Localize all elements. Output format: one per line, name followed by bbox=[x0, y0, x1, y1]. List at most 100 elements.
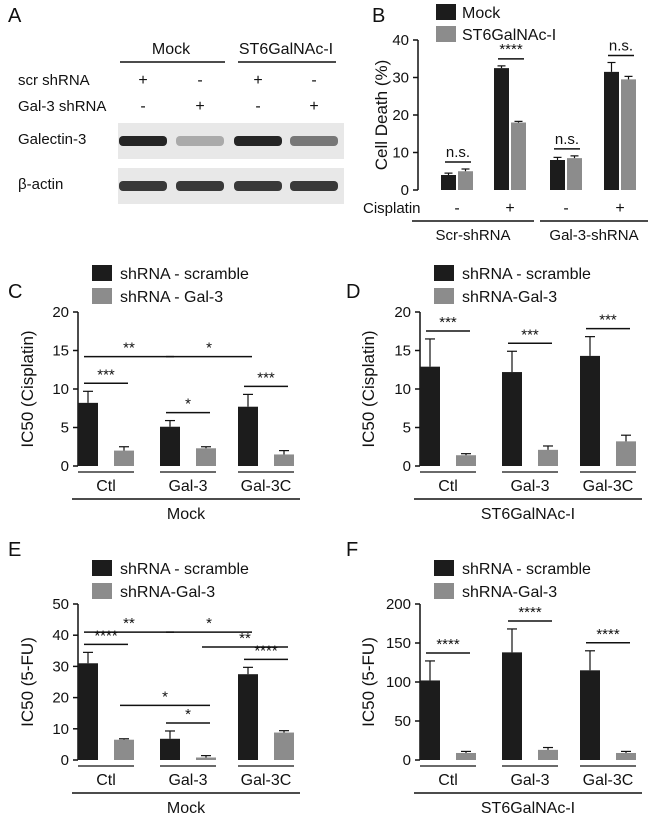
y-tick-label: 5 bbox=[403, 420, 411, 437]
significance-label: **** bbox=[518, 604, 542, 621]
significance-label: * bbox=[206, 340, 212, 357]
blot-sign: + bbox=[138, 72, 147, 89]
bar bbox=[114, 739, 134, 760]
y-tick-label: 50 bbox=[394, 713, 411, 730]
group-label: Gal-3-shRNA bbox=[549, 227, 638, 244]
panel-label-e: E bbox=[8, 539, 21, 561]
bar bbox=[274, 454, 294, 466]
treatment-sign: + bbox=[615, 200, 624, 217]
bar bbox=[511, 122, 526, 190]
y-tick-label: 20 bbox=[52, 304, 69, 321]
significance-label: **** bbox=[436, 636, 460, 653]
x-tick-label: Ctl bbox=[96, 772, 116, 789]
bar bbox=[580, 670, 600, 760]
blot-sign: - bbox=[311, 72, 316, 89]
y-tick-label: 10 bbox=[392, 145, 409, 162]
bar bbox=[494, 68, 509, 190]
bar bbox=[538, 749, 558, 760]
y-tick-label: 0 bbox=[61, 752, 69, 769]
bar bbox=[502, 652, 522, 760]
y-tick-label: 0 bbox=[401, 182, 409, 199]
significance-label: **** bbox=[254, 642, 278, 659]
legend-swatch bbox=[434, 288, 454, 304]
significance-label: *** bbox=[439, 314, 457, 331]
legend-swatch bbox=[436, 26, 456, 42]
blot-band bbox=[119, 181, 167, 191]
blot-row-label: Gal-3 shRNA bbox=[18, 98, 106, 115]
axis-label: IC50 (5-FU) bbox=[359, 637, 378, 727]
bar bbox=[420, 366, 440, 466]
bar bbox=[616, 752, 636, 760]
x-tick-label: Gal-3C bbox=[241, 478, 292, 495]
x-tick-label: Gal-3 bbox=[168, 772, 207, 789]
legend-swatch bbox=[92, 265, 112, 281]
blot-sign: - bbox=[255, 98, 260, 115]
x-tick-label: Ctl bbox=[96, 478, 116, 495]
blot-band-label: Galectin-3 bbox=[18, 131, 86, 148]
treatment-sign: - bbox=[563, 200, 568, 217]
y-tick-label: 10 bbox=[52, 381, 69, 398]
bar bbox=[238, 674, 258, 760]
bar bbox=[502, 372, 522, 466]
bar bbox=[456, 455, 476, 466]
panel-label-f: F bbox=[346, 539, 358, 561]
treatment-sign: + bbox=[505, 200, 514, 217]
y-tick-label: 10 bbox=[52, 721, 69, 738]
y-tick-label: 30 bbox=[52, 658, 69, 675]
panel-label-d: D bbox=[346, 281, 360, 303]
bar bbox=[538, 449, 558, 466]
panel-label-a: A bbox=[8, 5, 22, 27]
legend-label: ST6GalNAc-I bbox=[462, 27, 556, 44]
x-tick-label: Gal-3 bbox=[510, 772, 549, 789]
legend-swatch bbox=[436, 4, 456, 20]
blot-band bbox=[290, 181, 338, 191]
legend-swatch bbox=[434, 583, 454, 599]
blot-sign: + bbox=[195, 98, 204, 115]
bar bbox=[196, 448, 216, 466]
blot-band-label: β-actin bbox=[18, 176, 63, 193]
bar bbox=[550, 160, 565, 190]
bar bbox=[160, 426, 180, 466]
x-tick-label: Gal-3C bbox=[241, 772, 292, 789]
group-label: ST6GalNAc-I bbox=[481, 506, 575, 523]
x-tick-label: Gal-3C bbox=[583, 478, 634, 495]
significance-label: **** bbox=[94, 627, 118, 644]
y-tick-label: 0 bbox=[403, 458, 411, 475]
y-tick-label: 0 bbox=[61, 458, 69, 475]
legend-label: shRNA - Gal-3 bbox=[120, 289, 223, 306]
significance-label: *** bbox=[521, 326, 539, 343]
y-tick-label: 150 bbox=[386, 635, 411, 652]
panel-label-b: B bbox=[372, 5, 385, 27]
y-tick-label: 10 bbox=[394, 381, 411, 398]
panel-label-c: C bbox=[8, 281, 22, 303]
y-tick-label: 40 bbox=[392, 32, 409, 49]
x-tick-label: Ctl bbox=[438, 478, 458, 495]
bar bbox=[160, 738, 180, 760]
axis-label: IC50 (Cisplatin) bbox=[359, 330, 378, 447]
blot-band bbox=[119, 136, 167, 146]
significance-label: ** bbox=[123, 615, 135, 632]
bar bbox=[441, 175, 456, 190]
blot-sign: + bbox=[253, 72, 262, 89]
bar bbox=[580, 355, 600, 466]
blot-band bbox=[176, 136, 224, 146]
legend-swatch bbox=[92, 583, 112, 599]
bar bbox=[456, 752, 476, 760]
blot-band bbox=[176, 181, 224, 191]
x-tick-label: Ctl bbox=[438, 772, 458, 789]
bar bbox=[567, 158, 582, 190]
blot-row-label: scr shRNA bbox=[18, 72, 90, 89]
significance-label: n.s. bbox=[555, 131, 579, 148]
blot-band bbox=[234, 136, 282, 146]
group-label: Mock bbox=[167, 506, 206, 523]
blot-band bbox=[290, 136, 338, 146]
treatment-sign: - bbox=[454, 200, 459, 217]
y-tick-label: 20 bbox=[52, 690, 69, 707]
y-tick-label: 100 bbox=[386, 674, 411, 691]
group-label: ST6GalNAc-I bbox=[481, 800, 575, 817]
y-tick-label: 20 bbox=[392, 107, 409, 124]
axis-label: Cell Death (%) bbox=[372, 60, 391, 171]
significance-label: n.s. bbox=[446, 144, 470, 161]
legend-label: shRNA-Gal-3 bbox=[462, 289, 557, 306]
